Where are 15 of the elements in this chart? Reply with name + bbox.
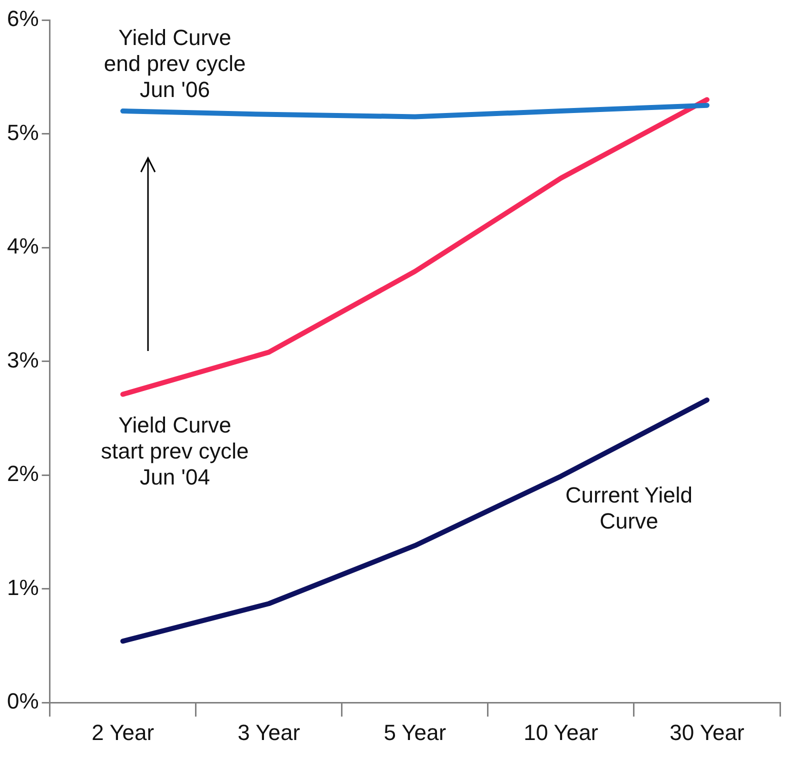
x-tick-label: 5 Year bbox=[384, 720, 446, 745]
series-label: Yield Curve start prev cycle Jun '04 bbox=[100, 412, 249, 490]
x-tick-label: 30 Year bbox=[670, 720, 744, 745]
x-tick-label: 3 Year bbox=[238, 720, 300, 745]
y-tick-label: 1% bbox=[7, 574, 39, 600]
y-tick-label: 6% bbox=[7, 6, 39, 32]
series-label: Current Yield Curve bbox=[565, 482, 693, 534]
y-tick-label: 3% bbox=[7, 347, 39, 372]
y-tick-label: 0% bbox=[7, 688, 39, 714]
y-tick-label: 4% bbox=[7, 234, 39, 259]
y-tick-label: 5% bbox=[7, 120, 39, 145]
x-tick-label: 10 Year bbox=[524, 720, 598, 745]
x-tick-label: 2 Year bbox=[92, 720, 154, 745]
y-tick-label: 2% bbox=[7, 461, 39, 486]
series-label: Yield Curve end prev cycle Jun '06 bbox=[104, 25, 246, 102]
